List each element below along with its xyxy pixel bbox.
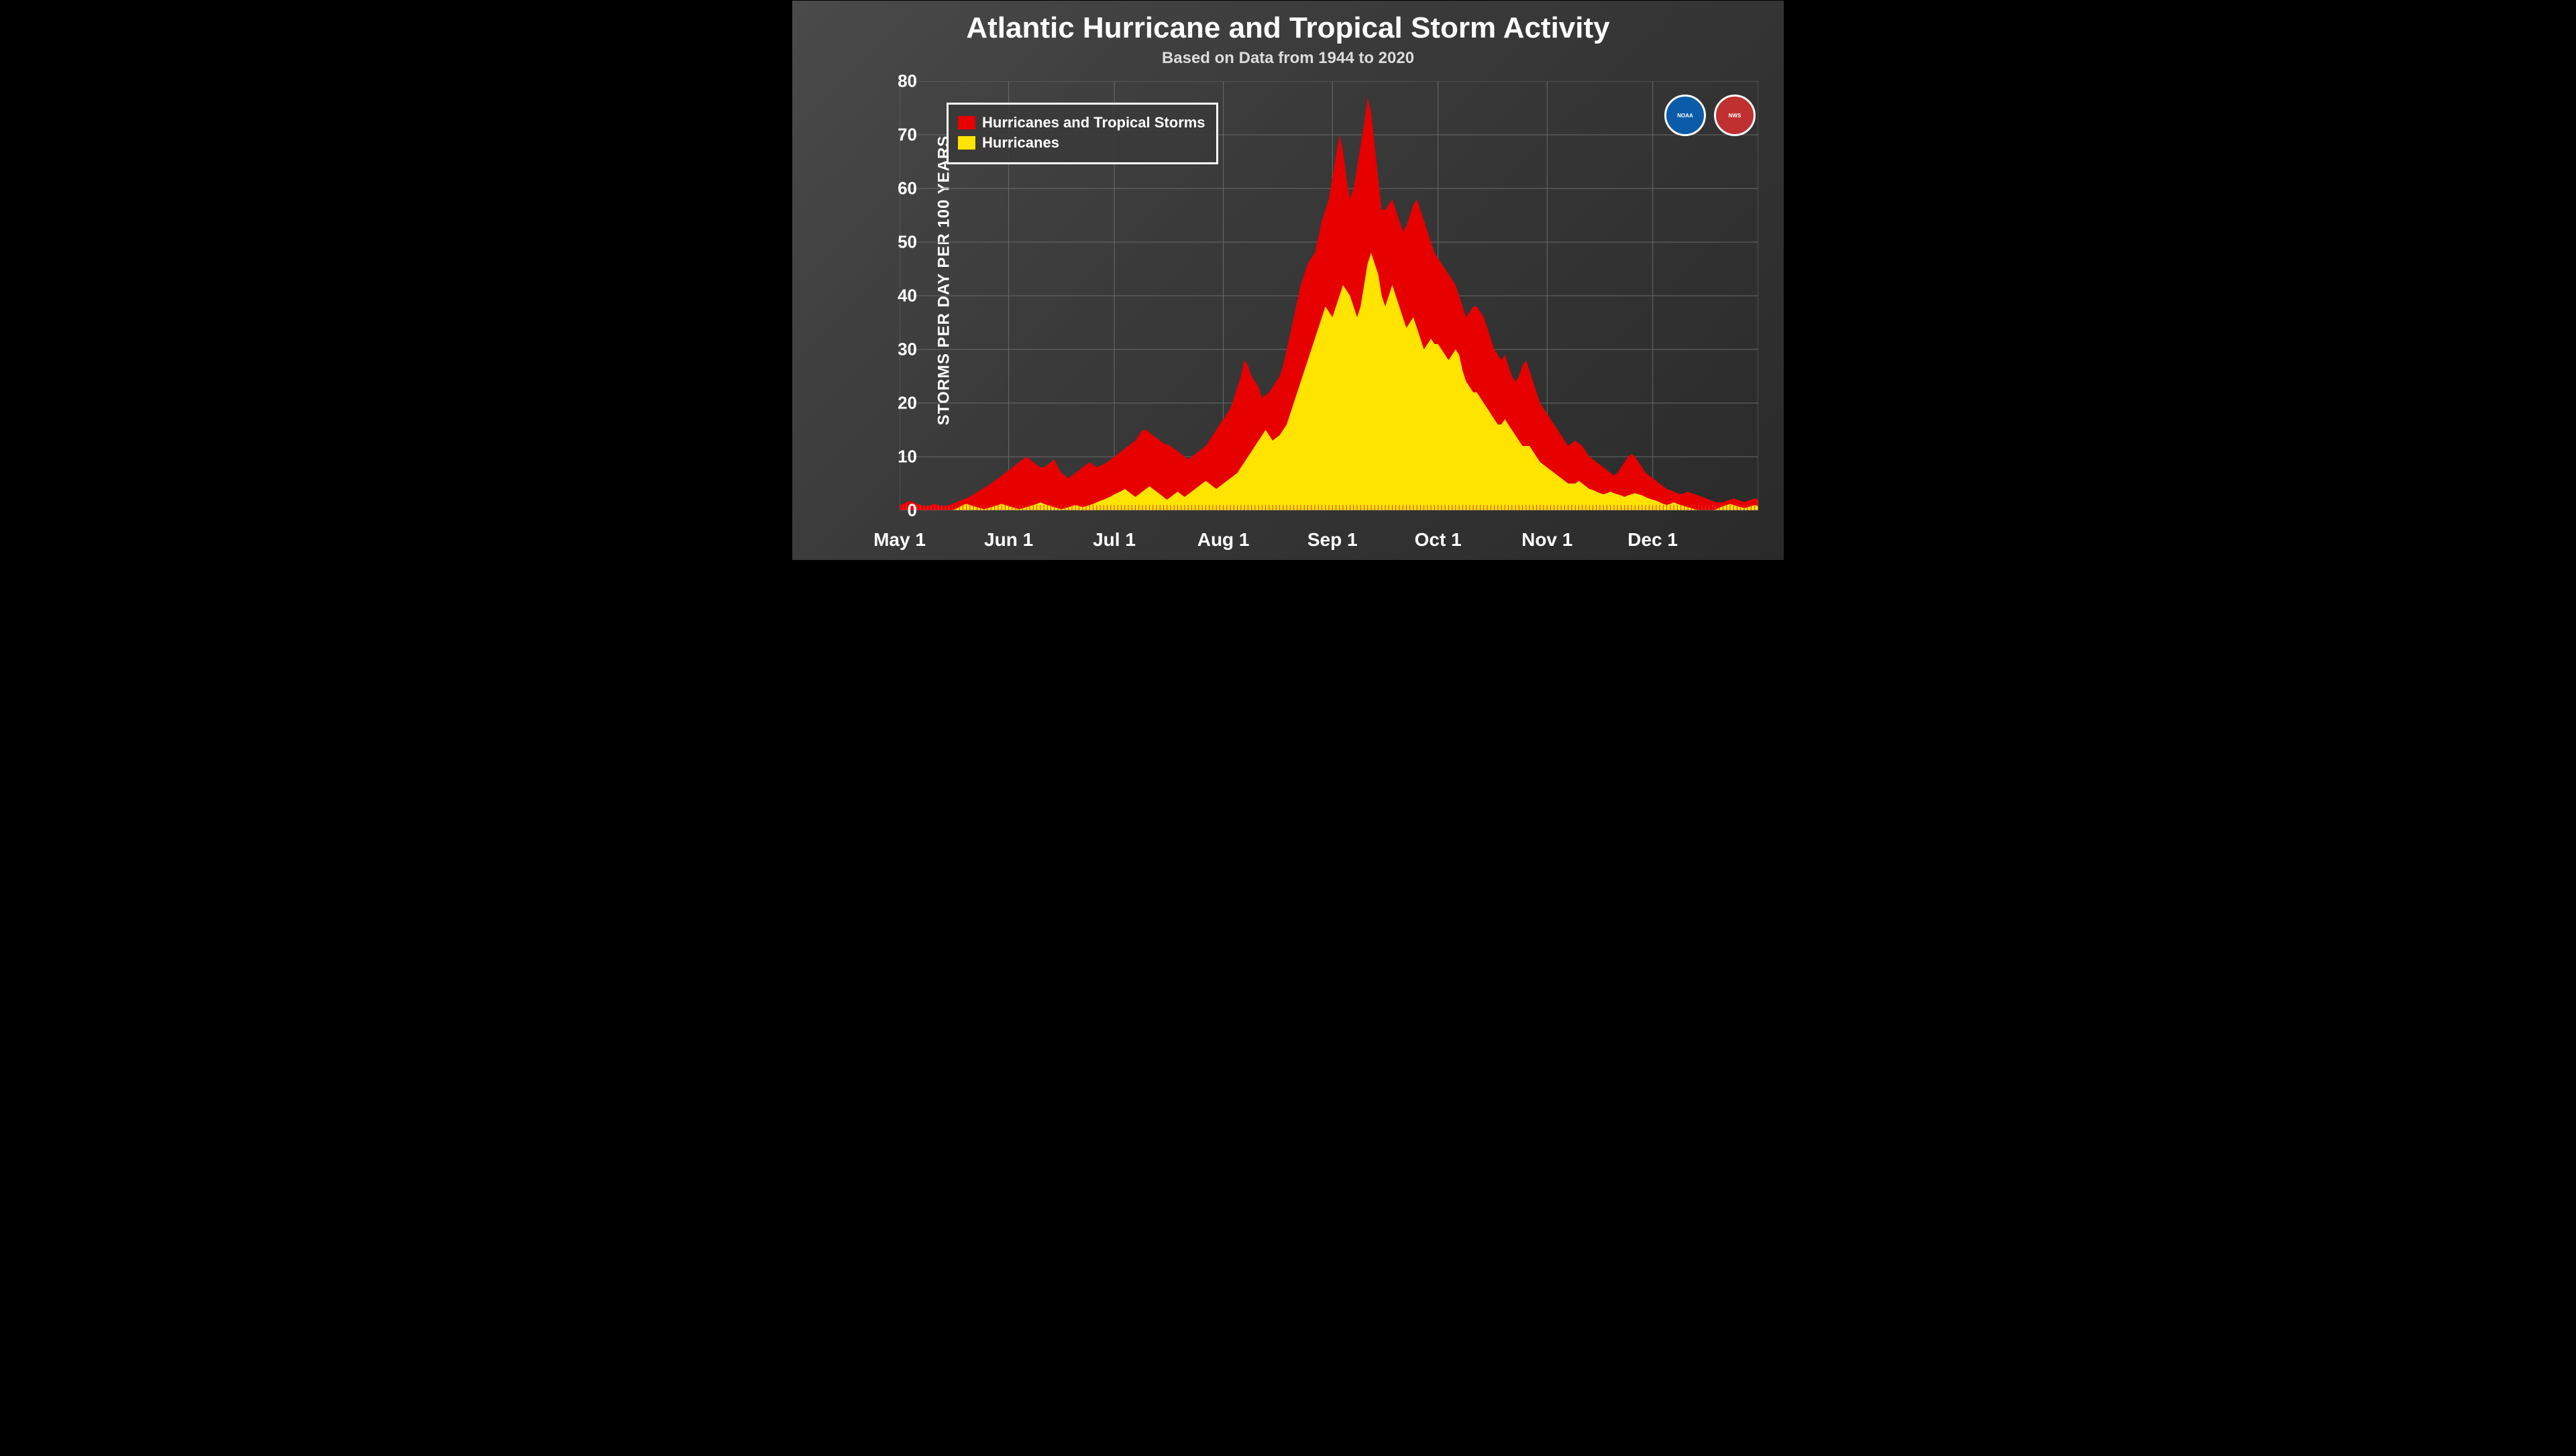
- y-tick-label: 30: [883, 339, 917, 360]
- x-tick-label: Sep 1: [1307, 529, 1358, 551]
- y-tick-label: 10: [883, 447, 917, 467]
- legend-item: Hurricanes and Tropical Storms: [958, 114, 1205, 131]
- legend-label: Hurricanes and Tropical Storms: [982, 114, 1205, 131]
- y-tick-label: 70: [883, 125, 917, 146]
- y-tick-label: 40: [883, 286, 917, 306]
- x-tick-label: Oct 1: [1415, 529, 1462, 551]
- y-tick-label: 80: [883, 71, 917, 92]
- legend: Hurricanes and Tropical Storms Hurricanes: [947, 103, 1218, 164]
- legend-item: Hurricanes: [958, 134, 1205, 152]
- y-tick-label: 60: [883, 178, 917, 199]
- y-tick-label: 0: [883, 500, 917, 521]
- chart-frame: Atlantic Hurricane and Tropical Storm Ac…: [792, 0, 1784, 561]
- x-tick-label: May 1: [873, 529, 926, 551]
- x-tick-label: Aug 1: [1197, 529, 1250, 551]
- y-tick-label: 20: [883, 393, 917, 414]
- legend-swatch: [958, 136, 975, 150]
- legend-label: Hurricanes: [982, 134, 1059, 152]
- x-tick-label: Nov 1: [1521, 529, 1572, 551]
- chart-subtitle: Based on Data from 1944 to 2020: [792, 49, 1784, 68]
- x-tick-label: Jun 1: [984, 529, 1033, 551]
- y-tick-label: 50: [883, 232, 917, 253]
- x-tick-label: Jul 1: [1093, 529, 1136, 551]
- nws-logo-icon: NWS: [1714, 95, 1756, 136]
- logos: NOAANWS: [1664, 95, 1756, 136]
- noaa-logo-icon: NOAA: [1664, 95, 1706, 136]
- legend-swatch: [958, 116, 975, 129]
- x-tick-label: Dec 1: [1627, 529, 1678, 551]
- chart-title: Atlantic Hurricane and Tropical Storm Ac…: [792, 11, 1784, 45]
